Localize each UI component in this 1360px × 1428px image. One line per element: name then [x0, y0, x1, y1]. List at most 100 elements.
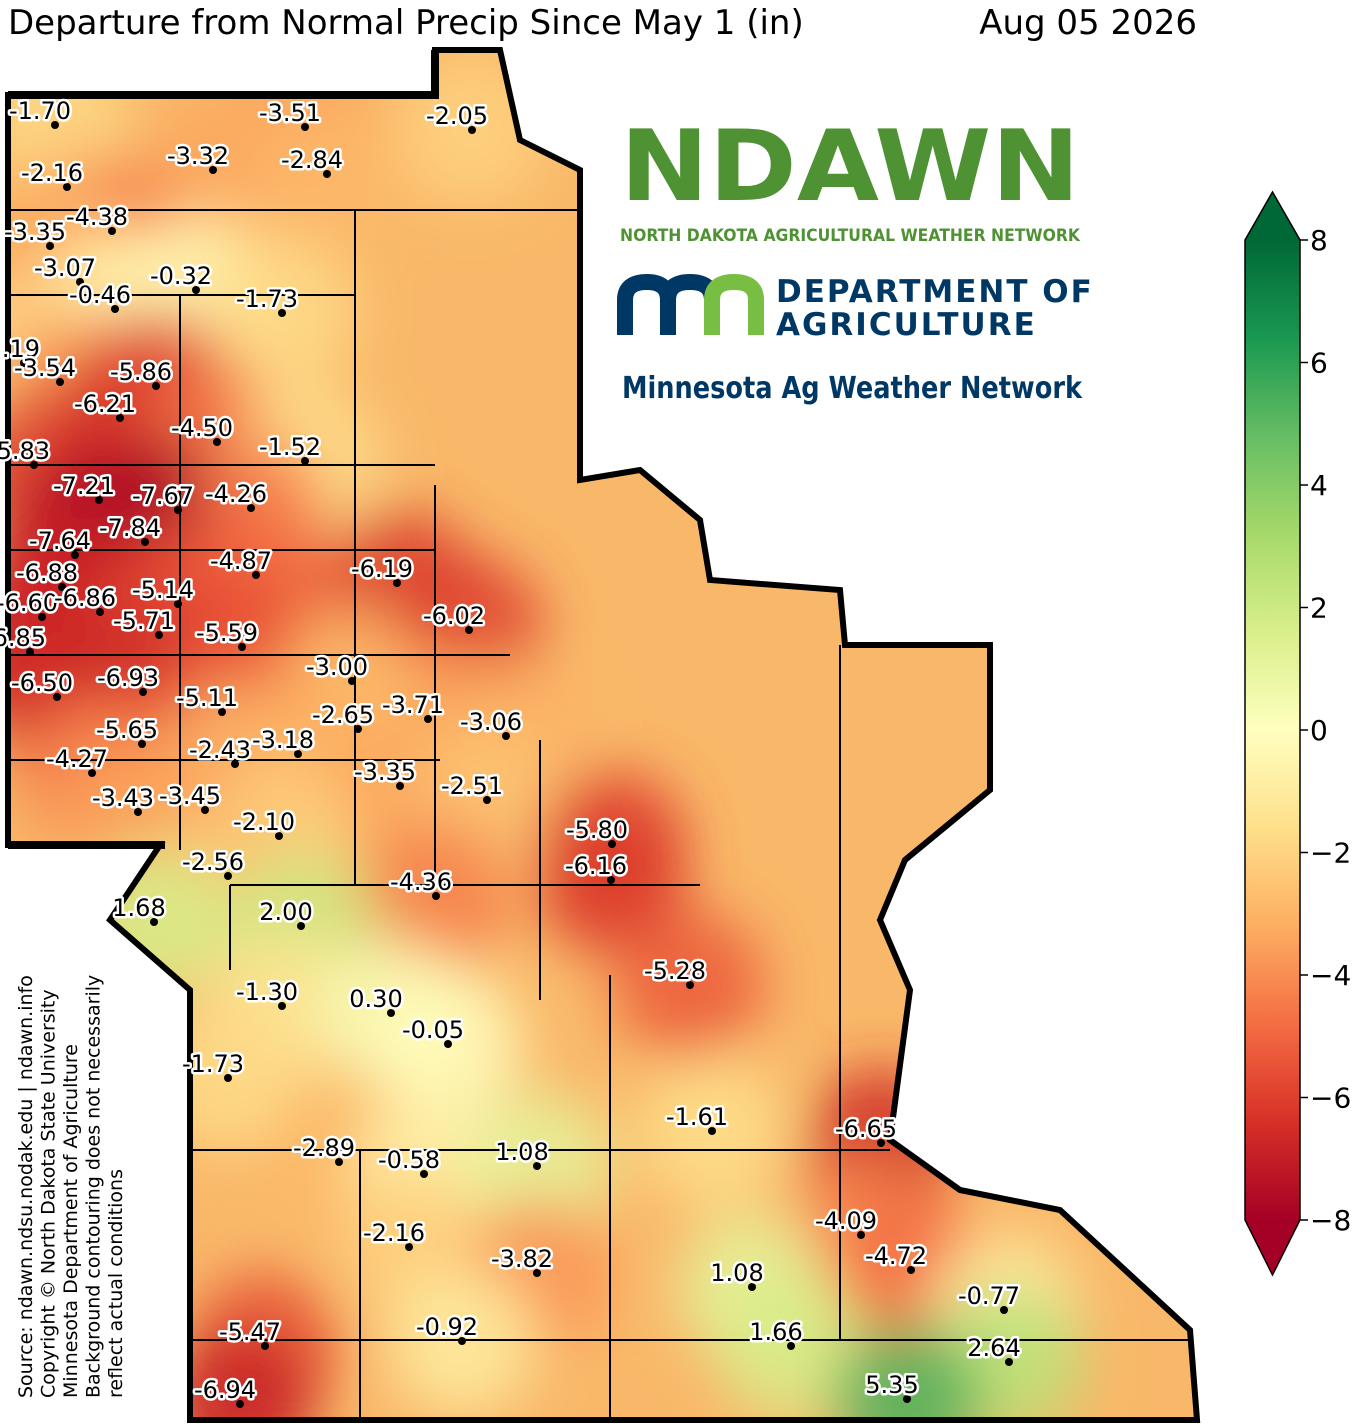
station-dot — [301, 123, 309, 131]
station-dot — [252, 571, 260, 579]
station-dot — [420, 1170, 428, 1178]
station-dot — [46, 242, 54, 250]
station-dot — [71, 551, 79, 559]
station-dot — [76, 278, 84, 286]
station-dot — [748, 1283, 756, 1291]
station-label: -5.65 — [96, 716, 158, 744]
title-band — [0, 0, 1360, 44]
station-label: -3.43 — [92, 784, 154, 812]
station-label: -2.10 — [233, 808, 295, 836]
station-dot — [141, 538, 149, 546]
station-label: -5.11 — [176, 684, 238, 712]
station-label: -5.28 — [644, 957, 706, 985]
station-dot — [396, 782, 404, 790]
station-dot — [51, 121, 59, 129]
station-label: -3.51 — [259, 99, 321, 127]
station-dot — [405, 1243, 413, 1251]
station-label: -2.05 — [426, 102, 488, 130]
station-label: -4.36 — [390, 868, 452, 896]
station-dot — [393, 579, 401, 587]
station-dot — [224, 1074, 232, 1082]
station-label: -6.86 — [54, 584, 116, 612]
station-dot — [432, 892, 440, 900]
station-label: -5.59 — [196, 619, 258, 647]
station-label: -0.58 — [378, 1146, 440, 1174]
county-lines — [8, 209, 1190, 1420]
station-dot — [209, 166, 217, 174]
station-label: -6.65 — [835, 1115, 897, 1143]
station-dot — [247, 504, 255, 512]
station-label: -2.65 — [312, 701, 374, 729]
mn-logo — [617, 273, 764, 335]
station-label: -4.26 — [205, 480, 267, 508]
station-label: -2.16 — [363, 1219, 425, 1247]
station-label: -6.88 — [16, 559, 78, 587]
station-dot — [218, 708, 226, 716]
station-label: -4.87 — [210, 547, 272, 575]
station-dot — [116, 414, 124, 422]
station-label: -7.84 — [99, 514, 161, 542]
station-label: -3.18 — [252, 726, 314, 754]
station-label: 1.66 — [749, 1318, 802, 1346]
station-label: -6.93 — [97, 664, 159, 692]
station-dot — [857, 1231, 865, 1239]
station-label: -6.50 — [11, 669, 73, 697]
station-label: -3.45 — [159, 782, 221, 810]
station-label: -3.07 — [34, 254, 96, 282]
mda-line2: AGRICULTURE — [776, 307, 1037, 343]
station-dot — [26, 648, 34, 656]
station-label: -7.21 — [53, 472, 115, 500]
station-dot — [907, 1266, 915, 1274]
nd-border — [8, 50, 439, 849]
station-dot — [174, 600, 182, 608]
station-label: -2.43 — [189, 736, 251, 764]
ndawn-logo: NDAWN — [620, 110, 1080, 224]
station-label: -2.16 — [21, 159, 83, 187]
station-dot — [231, 760, 239, 768]
station-label: -0.05 — [402, 1016, 464, 1044]
station-label: -5.71 — [113, 607, 175, 635]
station-dot — [903, 1395, 911, 1403]
station-dot — [424, 715, 432, 723]
station-label: -3.82 — [491, 1245, 553, 1273]
colorbar-tick-label: −8 — [1310, 1204, 1351, 1237]
station-label: -7.67 — [132, 482, 194, 510]
date: Aug 05 2026 — [979, 3, 1197, 43]
station-label: -4.27 — [46, 745, 108, 773]
station-dot — [213, 438, 221, 446]
station-dot — [111, 305, 119, 313]
colorbar-body — [1245, 240, 1300, 1220]
station-label: -6.02 — [423, 602, 485, 630]
station-label: 1.08 — [495, 1138, 548, 1166]
station-label: -5.14 — [132, 576, 194, 604]
station-label: -3.06 — [460, 708, 522, 736]
station-dot — [275, 832, 283, 840]
station-label: -1.52 — [259, 433, 321, 461]
station-dot — [108, 227, 116, 235]
station-label: -4.50 — [171, 414, 233, 442]
station-dot — [1000, 1306, 1008, 1314]
station-label: -6.19 — [351, 555, 413, 583]
colorbar-tick-label: 8 — [1310, 224, 1328, 257]
station-dot — [877, 1139, 885, 1147]
station-label: -1.73 — [182, 1050, 244, 1078]
station-dot — [56, 378, 64, 386]
station-dot — [458, 1337, 466, 1345]
station-label: -5.83 — [0, 437, 50, 465]
station-dot — [95, 496, 103, 504]
station-dot — [63, 183, 71, 191]
station-dot — [502, 732, 510, 740]
maw-logo: Minnesota Ag Weather Network — [622, 371, 1083, 406]
source-text: Source: ndawn.ndsu.nodak.edu | ndawn.inf… — [15, 975, 127, 1398]
station-dot — [444, 1040, 452, 1048]
station-label: -6.21 — [74, 390, 136, 418]
station-dot — [354, 725, 362, 733]
station-label: -6.60 — [0, 589, 58, 617]
station-dot — [58, 583, 66, 591]
station-label: -0.32 — [150, 262, 212, 290]
station-label: -5.80 — [566, 816, 628, 844]
station-dot — [238, 643, 246, 651]
station-dot — [96, 608, 104, 616]
station-dot — [261, 1342, 269, 1350]
station-dot — [236, 1400, 244, 1408]
